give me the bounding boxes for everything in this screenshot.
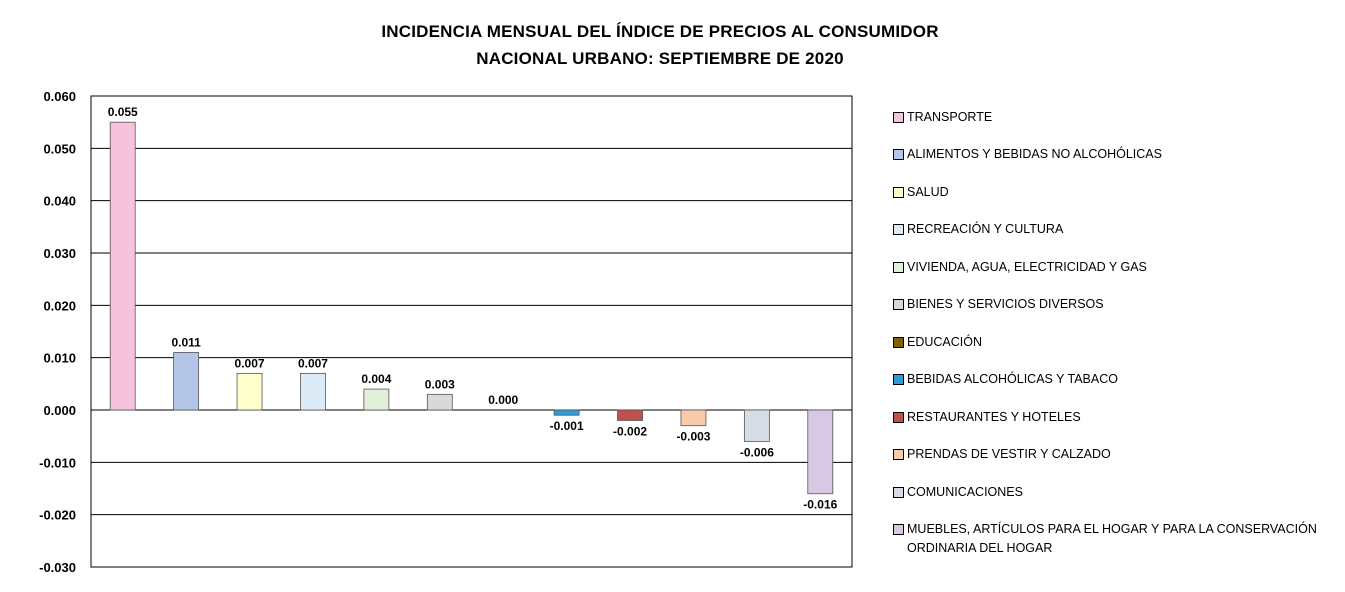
bar [807, 409, 834, 495]
legend-item: RECREACIÓN Y CULTURA [893, 220, 1323, 239]
legend-swatch [893, 524, 904, 535]
bar [300, 372, 326, 411]
legend-label: MUEBLES, ARTÍCULOS PARA EL HOGAR Y PARA … [907, 522, 1317, 555]
data-label: -0.002 [613, 424, 647, 438]
legend-label: BEBIDAS ALCOHÓLICAS Y TABACO [907, 372, 1118, 386]
bar [173, 352, 200, 411]
y-tick-label: -0.010 [39, 455, 76, 470]
legend-item: EDUCACIÓN [893, 333, 1323, 352]
legend-label: ALIMENTOS Y BEBIDAS NO ALCOHÓLICAS [907, 147, 1162, 161]
y-tick-label: 0.020 [43, 298, 76, 313]
data-label: 0.011 [171, 335, 201, 349]
legend-swatch [893, 449, 904, 460]
legend-swatch [893, 299, 904, 310]
bar [680, 409, 707, 427]
bar [553, 409, 580, 416]
legend-item: MUEBLES, ARTÍCULOS PARA EL HOGAR Y PARA … [893, 520, 1323, 558]
legend-swatch [893, 112, 904, 123]
legend-label: TRANSPORTE [907, 110, 993, 124]
data-label: -0.006 [740, 445, 774, 459]
data-label: 0.000 [488, 393, 518, 407]
chart-title-line-1: INCIDENCIA MENSUAL DEL ÍNDICE DE PRECIOS… [381, 22, 939, 41]
bar [743, 409, 770, 442]
legend-label: RESTAURANTES Y HOTELES [907, 410, 1081, 424]
legend-label: VIVIENDA, AGUA, ELECTRICIDAD Y GAS [907, 260, 1147, 274]
data-label: -0.003 [676, 430, 710, 444]
legend-item: RESTAURANTES Y HOTELES [893, 408, 1323, 427]
legend-label: SALUD [907, 185, 949, 199]
bar [426, 393, 453, 411]
legend-label: RECREACIÓN Y CULTURA [907, 222, 1064, 236]
data-label: 0.007 [235, 356, 265, 370]
y-tick-label: 0.050 [43, 141, 76, 156]
data-label: 0.055 [108, 105, 138, 119]
bar [236, 372, 263, 411]
bar [363, 388, 390, 411]
y-tick-label: 0.060 [43, 89, 76, 104]
legend-item: VIVIENDA, AGUA, ELECTRICIDAD Y GAS [893, 258, 1323, 277]
legend-swatch [893, 412, 904, 423]
legend-item: SALUD [893, 183, 1323, 202]
y-tick-label: -0.020 [39, 508, 76, 523]
legend-label: COMUNICACIONES [907, 485, 1023, 499]
y-tick-label: 0.030 [43, 246, 76, 261]
legend-label: BIENES Y SERVICIOS DIVERSOS [907, 297, 1104, 311]
legend-item: BEBIDAS ALCOHÓLICAS Y TABACO [893, 370, 1323, 389]
data-label: 0.003 [425, 377, 455, 391]
legend-item: ALIMENTOS Y BEBIDAS NO ALCOHÓLICAS [893, 145, 1323, 164]
legend-swatch [893, 487, 904, 498]
data-label: -0.001 [550, 419, 584, 433]
legend-swatch [893, 224, 904, 235]
bar [617, 409, 643, 421]
plot-area-frame [90, 95, 853, 568]
legend-label: PRENDAS DE VESTIR Y CALZADO [907, 447, 1111, 461]
legend-swatch [893, 337, 904, 348]
legend-swatch [893, 149, 904, 160]
data-label: -0.016 [803, 498, 837, 512]
y-tick-label: -0.030 [39, 560, 76, 575]
legend-item: PRENDAS DE VESTIR Y CALZADO [893, 445, 1323, 464]
y-tick-label: 0.010 [43, 351, 76, 366]
legend-swatch [893, 262, 904, 273]
legend-item: BIENES Y SERVICIOS DIVERSOS [893, 295, 1323, 314]
legend-item: COMUNICACIONES [893, 483, 1323, 502]
legend-swatch [893, 187, 904, 198]
data-label: 0.007 [298, 356, 328, 370]
y-tick-label: 0.000 [43, 403, 76, 418]
legend-swatch [893, 374, 904, 385]
bar [109, 121, 136, 411]
data-label: 0.004 [361, 372, 391, 386]
chart-title-line-2: NACIONAL URBANO: SEPTIEMBRE DE 2020 [476, 49, 844, 68]
y-tick-label: 0.040 [43, 194, 76, 209]
legend-item: TRANSPORTE [893, 108, 1323, 127]
legend-label: EDUCACIÓN [907, 335, 983, 349]
